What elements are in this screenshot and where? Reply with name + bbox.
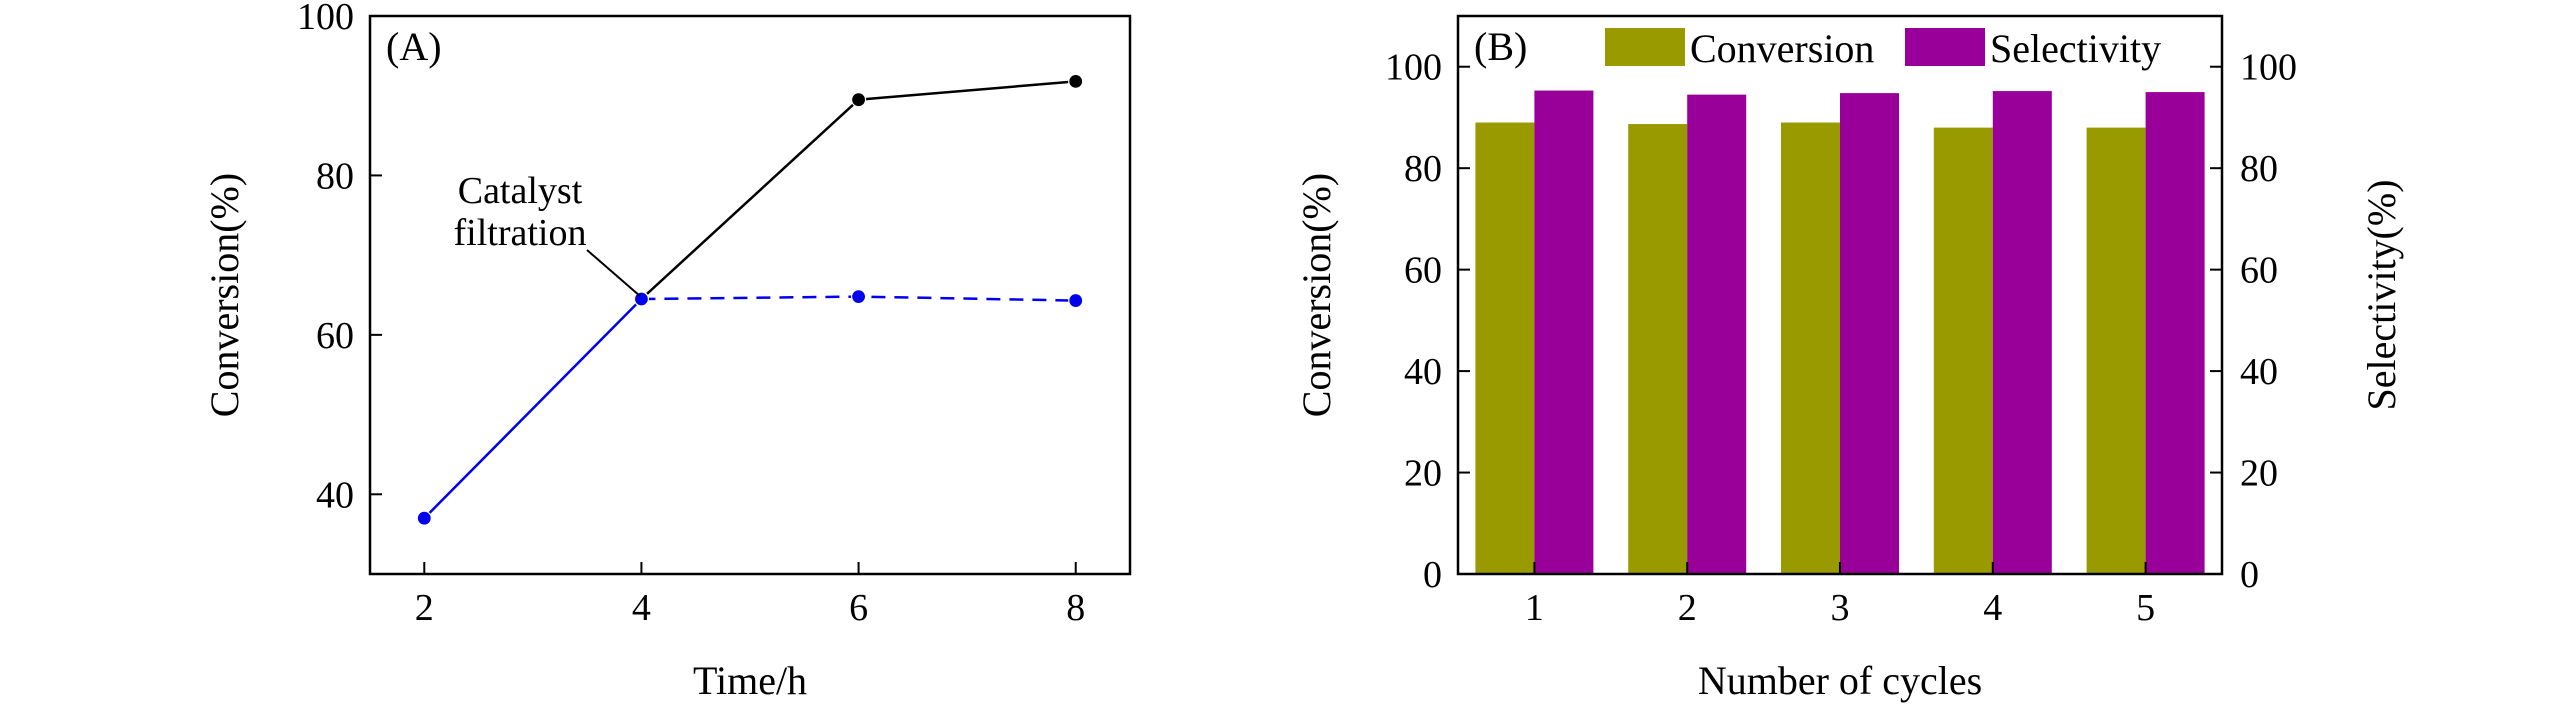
panel-a-x-axis-title: Time/h <box>693 658 807 703</box>
panel-a-plot-frame <box>368 14 1132 576</box>
a-y-tick-label: 100 <box>297 0 354 38</box>
panel-b-x-axis-title: Number of cycles <box>1698 658 1982 703</box>
a-x-tick-label: 8 <box>1066 587 1085 629</box>
panel-a-series <box>416 73 1084 526</box>
panel-b-right-y-axis-title: Selectivity(%) <box>2359 179 2404 410</box>
b-x-tick-label: 2 <box>1678 587 1697 629</box>
annotation-line-1: Catalyst <box>458 170 583 212</box>
bar-selectivity-5 <box>2145 92 2205 574</box>
bar-selectivity-3 <box>1840 93 1899 574</box>
panel-a-annotation: Catalyst filtration <box>454 170 641 297</box>
a-data-point <box>850 288 867 305</box>
b-right-y-tick-label: 100 <box>2240 47 2297 89</box>
b-x-tick-label: 3 <box>1831 587 1850 629</box>
bar-selectivity-4 <box>1992 91 2052 575</box>
panel-b-legend: Conversion Selectivity <box>1605 26 2161 71</box>
b-right-y-tick-label: 80 <box>2240 148 2278 190</box>
a-y-tick-label: 40 <box>316 474 354 516</box>
b-left-y-tick-label: 40 <box>1404 351 1442 393</box>
b-right-y-tick-label: 40 <box>2240 351 2278 393</box>
a-data-point <box>1068 73 1084 89</box>
panel-a-y-axis-title: Conversion(%) <box>202 173 247 417</box>
b-right-y-tick-label: 60 <box>2240 250 2278 292</box>
b-x-tick-label: 4 <box>1983 587 2002 629</box>
b-right-y-tick-label: 20 <box>2240 453 2278 495</box>
bar-conversion-3 <box>1781 122 1840 574</box>
a-x-tick-label: 4 <box>632 587 651 629</box>
annotation-line-2: filtration <box>454 212 587 254</box>
legend-swatch-selectivity <box>1905 28 1985 66</box>
panel-b-label: (B) <box>1474 24 1527 69</box>
legend-label-selectivity: Selectivity <box>1990 26 2161 71</box>
b-left-y-tick-label: 60 <box>1404 250 1442 292</box>
b-right-y-tick-label: 0 <box>2240 554 2259 596</box>
legend-label-conversion: Conversion <box>1690 26 1874 71</box>
a-series-line-1 <box>423 298 643 520</box>
panel-a-label: (A) <box>386 24 442 69</box>
panel-b-left-y-axis-title: Conversion(%) <box>1294 173 1339 417</box>
panel-a-chart: 2 4 6 8 40 60 80 100 Catalyst filtration (A) Ti… <box>202 0 1132 703</box>
bar-conversion-4 <box>1933 127 1993 574</box>
a-series-line-0 <box>640 80 1076 300</box>
a-x-tick-label: 6 <box>849 587 868 629</box>
b-left-y-tick-label: 80 <box>1404 148 1442 190</box>
a-data-point <box>416 510 432 526</box>
a-y-tick-label: 60 <box>316 315 354 357</box>
bar-selectivity-2 <box>1687 94 1747 575</box>
b-left-y-tick-label: 0 <box>1423 554 1442 596</box>
annotation-pointer <box>586 249 641 297</box>
bar-conversion-1 <box>1475 122 1535 574</box>
b-left-y-tick-label: 20 <box>1404 453 1442 495</box>
b-x-tick-label: 1 <box>1525 587 1544 629</box>
a-data-point <box>1068 292 1084 309</box>
a-x-tick-label: 2 <box>415 587 434 629</box>
legend-swatch-conversion <box>1605 28 1685 66</box>
b-x-tick-label: 5 <box>2136 587 2155 629</box>
b-left-y-tick-label: 100 <box>1385 47 1442 89</box>
bar-conversion-5 <box>2086 127 2146 574</box>
bar-selectivity-1 <box>1534 90 1594 574</box>
bar-conversion-2 <box>1628 124 1688 575</box>
a-y-tick-label: 80 <box>316 155 354 197</box>
panel-b-bars <box>1475 90 2205 575</box>
a-data-point <box>850 92 867 108</box>
panel-a-ticks: 2 4 6 8 40 60 80 100 <box>297 0 1085 629</box>
panel-b-ticks: 1 2 3 4 5 0 0 20 20 40 40 60 60 80 80 100 100 <box>1385 47 2297 629</box>
panel-b-chart: 1 2 3 4 5 0 0 20 20 40 40 60 60 80 80 100 100 (B) Conver… <box>1294 14 2404 703</box>
